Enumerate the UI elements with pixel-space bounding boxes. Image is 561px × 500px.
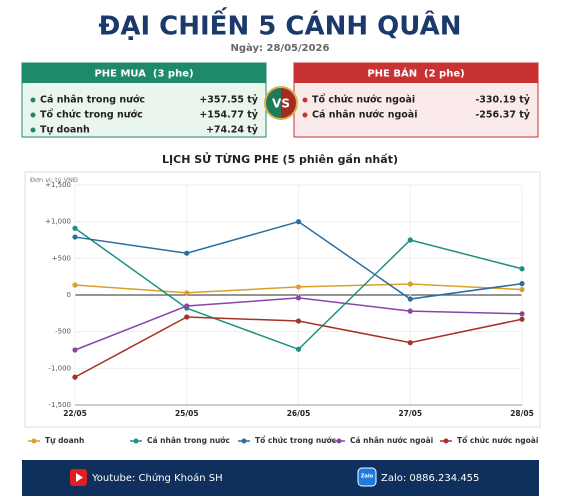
chart-title: LỊCH SỬ TỪNG PHE (5 phiên gần nhất) xyxy=(162,152,398,166)
x-tick-label: 25/05 xyxy=(175,409,199,418)
row-value: -256.37 tỷ xyxy=(475,110,530,121)
data-point xyxy=(295,284,302,290)
sell-header xyxy=(294,63,538,83)
row-name: Cá nhân trong nước xyxy=(40,95,145,106)
data-point xyxy=(184,314,190,320)
x-tick-label: 22/05 xyxy=(63,409,87,418)
y-tick-label: -1,000 xyxy=(48,364,71,372)
buy-header xyxy=(22,63,266,83)
x-tick-label: 27/05 xyxy=(398,409,422,418)
legend-dot xyxy=(241,438,247,444)
y-tick-label: -500 xyxy=(55,328,71,336)
unit-label: Đơn vị: tỷ VNĐ xyxy=(30,175,78,184)
data-point xyxy=(295,318,302,324)
bullet xyxy=(30,127,36,133)
footer-zalo[interactable]: Zalo: 0886.234.455 xyxy=(381,473,479,484)
legend-dot xyxy=(443,438,449,444)
data-point xyxy=(519,311,525,317)
row-value: +357.55 tỷ xyxy=(199,95,258,106)
x-tick-label: 28/05 xyxy=(510,409,534,418)
vs-text: VS xyxy=(272,97,290,111)
legend-label: Cá nhân nước ngoài xyxy=(350,436,433,445)
data-point xyxy=(72,225,78,231)
bullet xyxy=(302,97,308,103)
data-point xyxy=(184,250,190,256)
legend-label: Tổ chức nước ngoài xyxy=(457,436,538,445)
row-value: +154.77 tỷ xyxy=(199,110,258,121)
legend-label: Cá nhân trong nước xyxy=(147,436,230,445)
y-tick-label: +1,500 xyxy=(45,181,71,189)
data-point xyxy=(72,282,78,288)
bullet xyxy=(30,97,36,103)
footer-youtube[interactable]: Youtube: Chứng Khoán SH xyxy=(91,472,223,484)
data-point xyxy=(72,234,78,240)
legend-label: Tổ chức trong nước xyxy=(255,436,336,445)
data-point xyxy=(184,303,190,309)
legend-label: Tự doanh xyxy=(45,436,84,445)
y-tick-label: +1,000 xyxy=(45,218,71,226)
data-point xyxy=(519,316,525,322)
legend-dot xyxy=(336,438,342,444)
buy-title: PHE MUA (3 phe) xyxy=(94,69,193,80)
data-point xyxy=(407,281,413,287)
y-tick-label: -1,500 xyxy=(48,401,71,409)
data-point xyxy=(295,295,302,301)
y-tick-label: 0 xyxy=(67,291,71,299)
data-point xyxy=(295,219,302,225)
row-name: Tổ chức trong nước xyxy=(40,109,143,121)
row-value: +74.24 tỷ xyxy=(206,125,259,136)
data-point xyxy=(407,340,413,346)
data-point xyxy=(519,286,525,293)
data-point xyxy=(407,308,413,314)
bullet xyxy=(30,112,36,118)
sell-title: PHE BÁN (2 phe) xyxy=(367,67,464,80)
vs-badge xyxy=(264,86,298,120)
zalo-icon-text: Zalo xyxy=(361,474,374,480)
data-point xyxy=(407,237,413,243)
date: Ngày: 28/05/2026 xyxy=(231,42,330,54)
data-point xyxy=(72,374,78,380)
data-point xyxy=(407,296,413,302)
data-point xyxy=(519,281,525,287)
row-value: -330.19 tỷ xyxy=(475,95,530,106)
data-point xyxy=(72,347,78,353)
row-name: Tổ chức nước ngoài xyxy=(312,94,415,106)
bullet xyxy=(302,112,308,118)
zalo-icon xyxy=(357,467,377,487)
legend-dot xyxy=(133,438,139,444)
row-name: Cá nhân nước ngoài xyxy=(312,110,417,121)
title: ĐẠI CHIẾN 5 CÁNH QUÂN xyxy=(99,7,462,42)
row-name: Tự doanh xyxy=(40,125,90,136)
data-point xyxy=(295,346,302,352)
footer-bar xyxy=(22,460,539,496)
data-point xyxy=(184,290,190,296)
youtube-play xyxy=(76,473,83,482)
data-point xyxy=(519,266,525,272)
x-tick-label: 26/05 xyxy=(287,409,311,418)
y-tick-label: +500 xyxy=(52,254,71,262)
legend-dot xyxy=(31,438,37,444)
